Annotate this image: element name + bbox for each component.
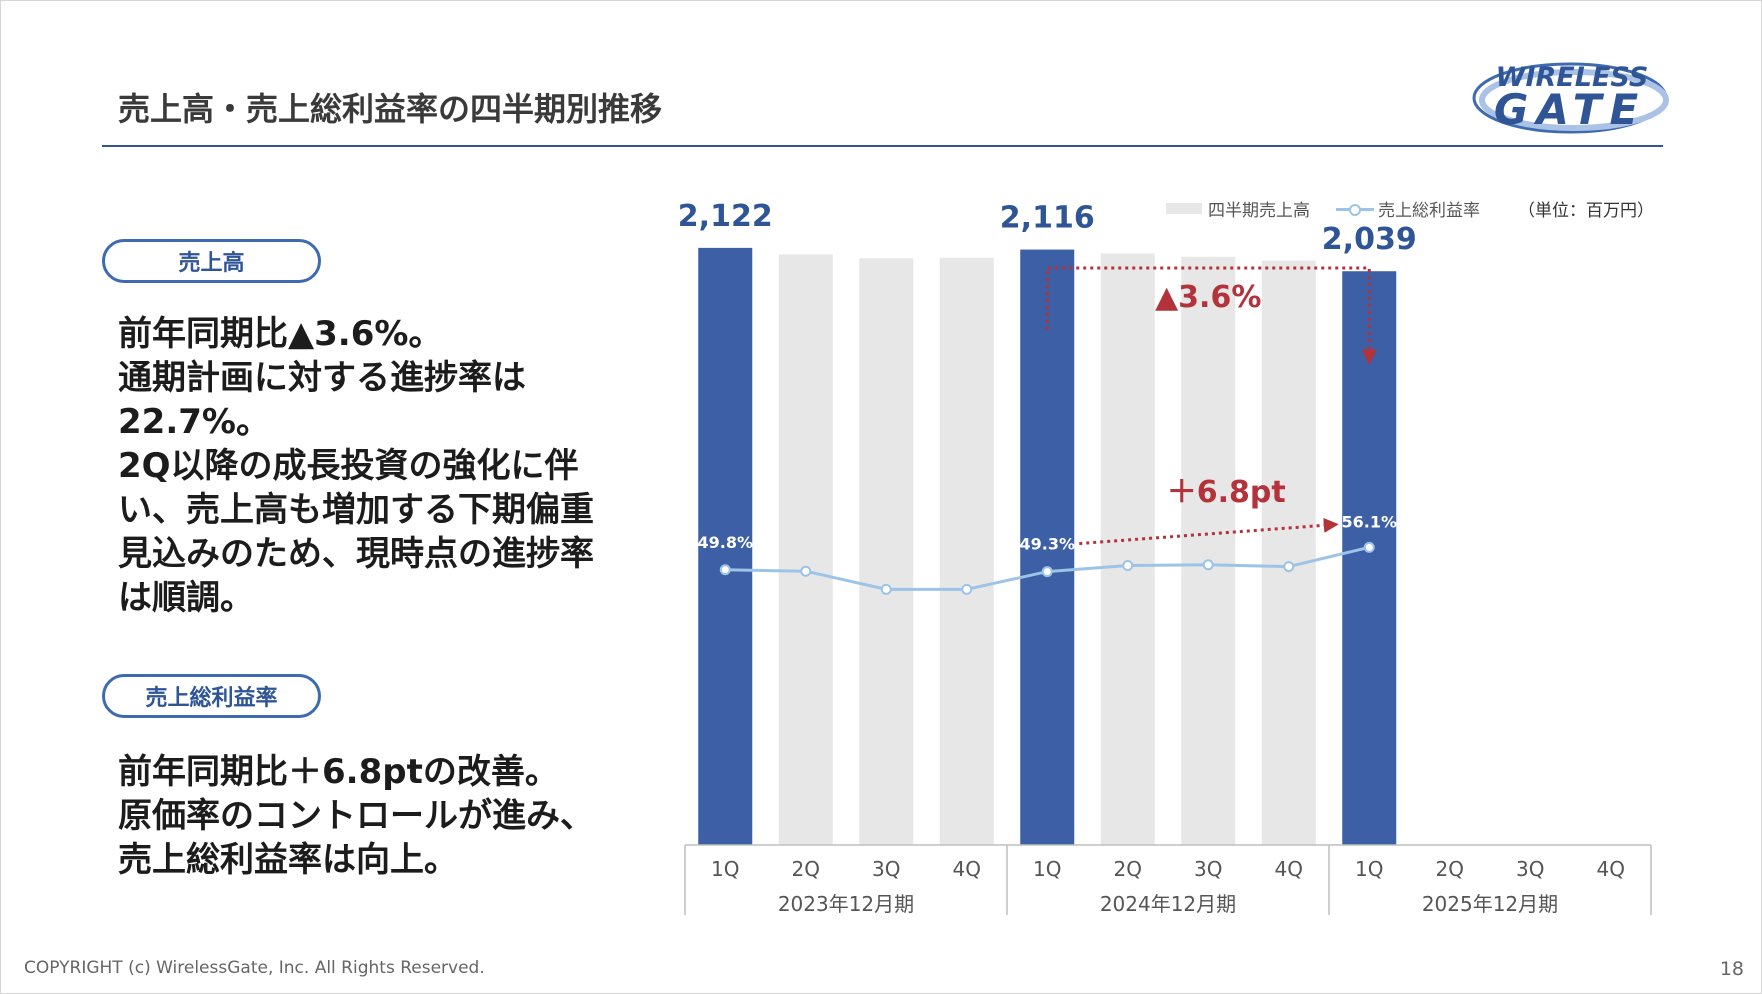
margin-point (1283, 561, 1295, 573)
margin-line: 売上総利益率は向上。 (118, 840, 458, 880)
title-divider (102, 145, 1663, 147)
bar-9 (1342, 271, 1397, 846)
unit-label: （単位：百万円） (1518, 201, 1654, 221)
copyright-notice: COPYRIGHT (c) WirelessGate, Inc. All Rig… (24, 958, 485, 978)
sales-change-arrow (1045, 266, 1377, 365)
bar-6 (1100, 253, 1155, 846)
fiscal-year-label: 2023年12月期 (778, 892, 914, 916)
bar-8 (1261, 260, 1316, 845)
x-tick-label: 3Q (872, 857, 900, 881)
page-title: 売上高・売上総利益率の四半期別推移 (118, 90, 663, 128)
x-tick-label: 2Q (792, 857, 820, 881)
legend-bar-label: 四半期売上高 (1208, 201, 1310, 221)
x-tick-label: 1Q (1355, 857, 1383, 881)
margin-point (1041, 566, 1053, 578)
margin-value-label: 49.3% (1019, 535, 1075, 554)
margin-value-label: 49.8% (697, 533, 753, 552)
sales-line: 前年同期比▲3.6%。 (118, 314, 443, 354)
margin-point (1202, 559, 1214, 571)
chart-legend: 四半期売上高 売上総利益率 （単位：百万円） (1166, 196, 1654, 221)
x-tick-label: 3Q (1516, 857, 1544, 881)
x-tick-label: 4Q (1275, 857, 1303, 881)
margin-point (1363, 541, 1375, 553)
x-tick-label: 3Q (1194, 857, 1222, 881)
sales-section-pill: 売上高 (102, 239, 321, 283)
legend-bar-swatch (1166, 203, 1202, 214)
sales-line: 通期計画に対する進捗率は (118, 358, 526, 398)
logo-line1: WIRELESS (1496, 62, 1649, 93)
sales-line: 2Q以降の成長投資の強化に伴 (118, 446, 579, 486)
page-number: 18 (1719, 958, 1744, 980)
bar-value-label: 2,122 (678, 199, 773, 234)
x-tick-label: 1Q (711, 857, 739, 881)
sales-line: 見込みのため、現時点の進捗率 (118, 534, 594, 574)
sales-line: い、売上高も増加する下期偏重 (118, 490, 594, 530)
bar-5 (1020, 249, 1075, 845)
bar-2 (778, 254, 833, 845)
margin-line: 前年同期比＋6.8ptの改善。 (118, 752, 559, 792)
quarterly-sales-margin-chart: 2,122 2,116 2,039 49.8% 49.3% 56.1% ▲3.6% ＋6.8p… (678, 199, 1652, 916)
bar-4 (939, 257, 994, 845)
bar-3 (859, 258, 914, 845)
margin-point (719, 564, 731, 576)
margin-change-label: ＋6.8pt (1167, 475, 1286, 510)
margin-point (800, 565, 812, 577)
logo-line2: GATE (1494, 85, 1646, 134)
margin-section-pill: 売上総利益率 (102, 674, 321, 718)
bar-value-label: 2,116 (1000, 201, 1095, 236)
sales-commentary: 前年同期比▲3.6%。 通期計画に対する進捗率は 22.7%。 2Q以降の成長投… (118, 312, 594, 620)
x-tick-label: 1Q (1033, 857, 1061, 881)
x-tick-label: 2Q (1114, 857, 1142, 881)
bar-7 (1181, 256, 1236, 845)
margin-commentary: 前年同期比＋6.8ptの改善。 原価率のコントロールが進み、 売上総利益率は向上… (118, 750, 594, 882)
fiscal-year-label: 2025年12月期 (1422, 892, 1558, 916)
sales-change-label: ▲3.6% (1155, 280, 1261, 315)
x-tick-label: 4Q (953, 857, 981, 881)
wirelessgate-logo: WIRELESS GATE (1472, 62, 1669, 134)
margin-point (961, 583, 973, 595)
x-tick-label: 2Q (1436, 857, 1464, 881)
sales-line: は順調。 (118, 578, 254, 618)
margin-change-arrow (1079, 517, 1339, 546)
margin-value-label: 56.1% (1341, 512, 1397, 531)
margin-point (880, 583, 892, 595)
x-tick-label: 4Q (1597, 857, 1625, 881)
sales-line: 22.7%。 (118, 402, 270, 442)
margin-line: 原価率のコントロールが進み、 (118, 796, 594, 836)
bar-value-label: 2,039 (1322, 222, 1417, 257)
legend-line-label: 売上総利益率 (1378, 201, 1480, 221)
fiscal-year-label: 2024年12月期 (1100, 892, 1236, 916)
bar-1 (698, 247, 753, 846)
legend-line-swatch (1336, 203, 1374, 216)
margin-point (1122, 560, 1134, 572)
